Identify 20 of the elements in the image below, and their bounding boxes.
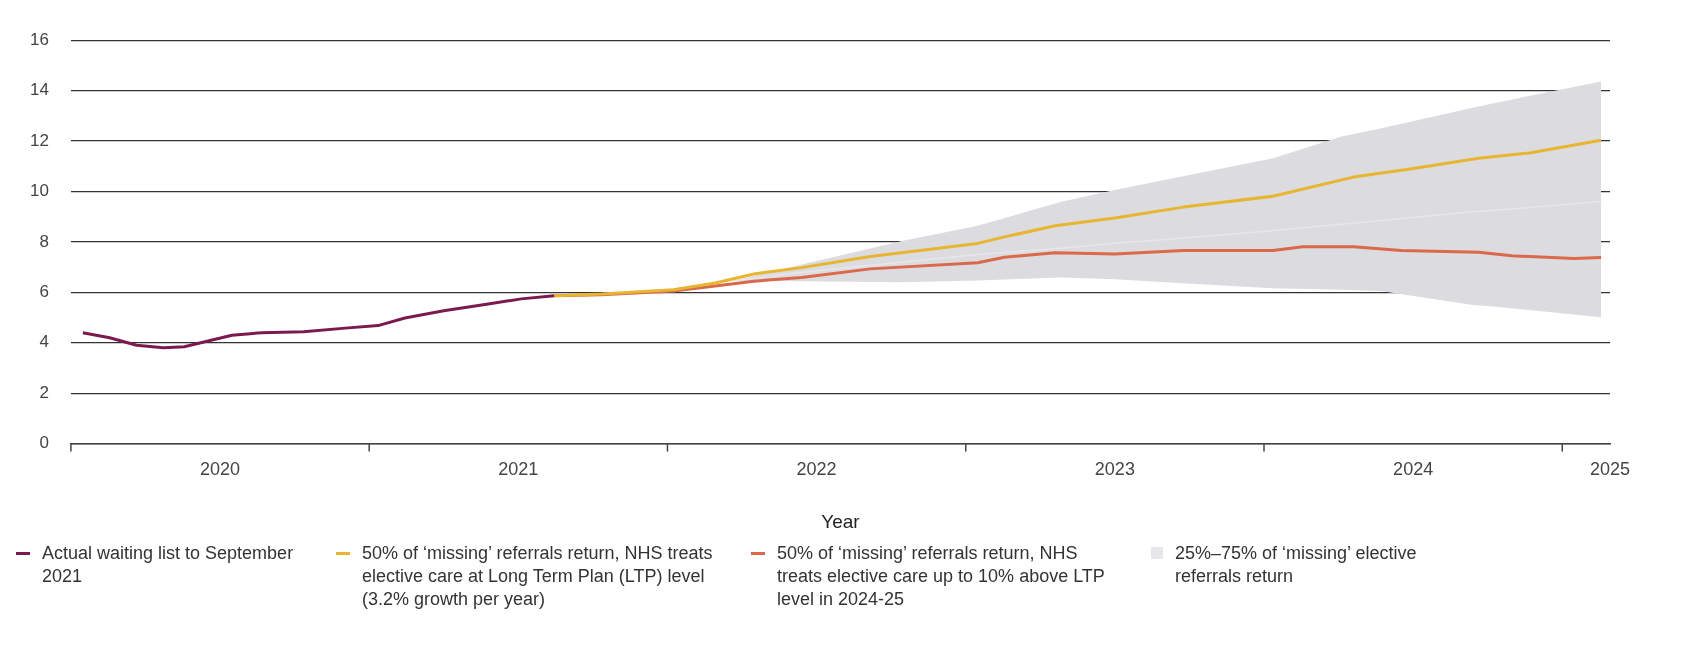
y-tick-label: 8 — [39, 231, 49, 251]
legend-label: Actual waiting list to September 2021 — [42, 542, 295, 588]
y-tick-label: 16 — [29, 29, 49, 49]
legend-label: 25%–75% of ‘missing’ elective referrals return — [1175, 542, 1418, 588]
x-tick-label: 2025 — [1589, 459, 1631, 480]
legend-label: 50% of ‘missing’ referrals return, NHS treats elective care up to 10% above LTP level in 2024-25 — [777, 542, 1106, 611]
y-tick-label: 12 — [29, 130, 49, 150]
x-tick-label: 2023 — [1094, 459, 1135, 480]
x-tick-label: 2024 — [1393, 459, 1434, 480]
y-tick-label: 4 — [39, 332, 49, 352]
y-tick-label: 2 — [39, 382, 49, 402]
x-tick-label: 2022 — [796, 459, 837, 480]
y-tick-label: 6 — [39, 282, 49, 302]
x-axis-title: Year — [821, 510, 861, 532]
y-tick-label: 0 — [39, 433, 49, 453]
y-tick-label: 14 — [29, 80, 49, 100]
x-tick-label: 2021 — [498, 459, 539, 480]
x-tick-label: 2020 — [200, 459, 241, 480]
legend-label: 50% of ‘missing’ referrals return, NHS treats elective care at Long Term Plan (LTP) level (3.2% growth per year) — [362, 542, 714, 611]
y-tick-label: 10 — [29, 181, 49, 201]
